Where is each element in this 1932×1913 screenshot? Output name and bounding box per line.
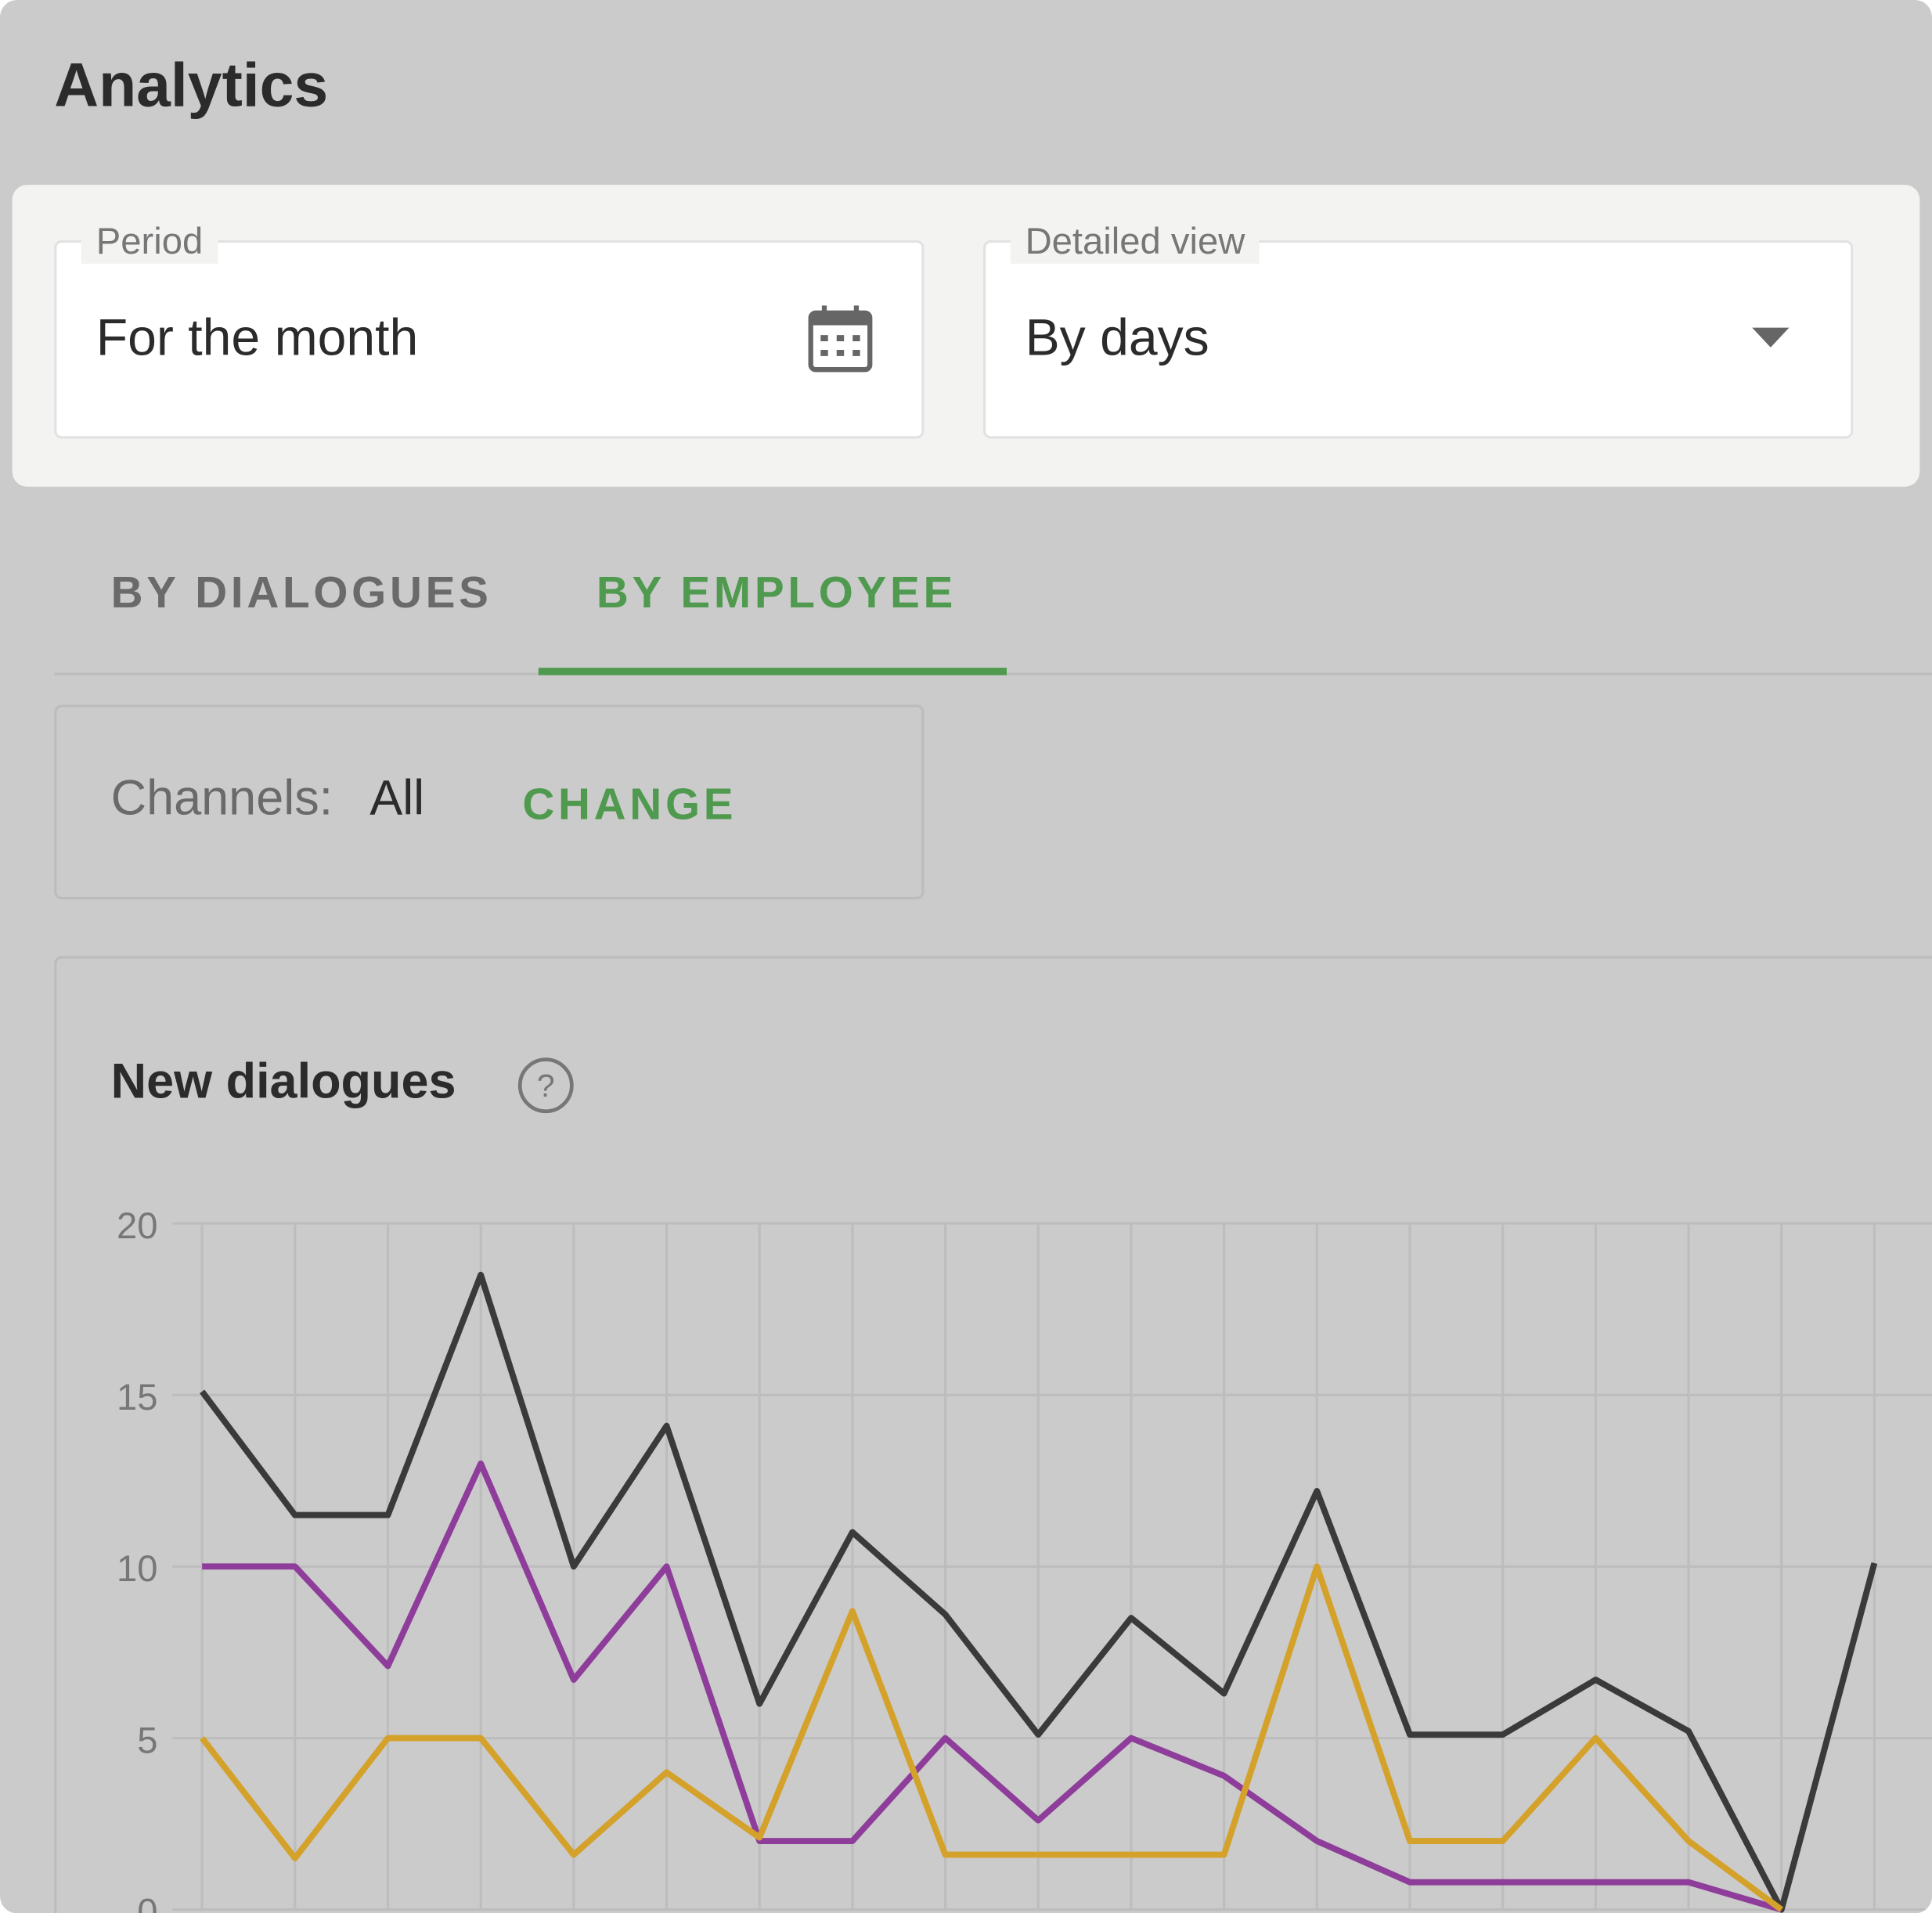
y-tick-label: 20 [117,1205,158,1247]
channels-card [54,704,925,900]
field-value: For the month [96,308,419,366]
tab-indicator [538,668,1007,675]
series-line [202,1460,1782,1913]
field-label: Period [81,222,218,264]
svg-text:?: ? [537,1068,555,1104]
y-tick-label: 5 [137,1720,157,1761]
chart-card [54,956,1932,1913]
change-button[interactable]: CHANGE [522,778,737,830]
calendar-icon[interactable] [806,303,877,374]
series-line [199,1271,1878,1913]
field-label: Detailed view [1010,222,1260,264]
help-icon[interactable]: ? [515,1054,577,1116]
dropdown-arrow[interactable] [1750,326,1792,350]
detailed-view-field[interactable] [983,240,1854,439]
y-tick-label: 0 [137,1892,157,1913]
channels-label: Channels: [110,771,333,826]
y-tick-label: 10 [117,1548,158,1590]
tab[interactable]: BY DIALOGUES [110,567,492,618]
field-value: By days [1025,308,1209,366]
period-field[interactable] [54,240,925,439]
series-line [200,1563,1784,1912]
tab-active[interactable]: BY EMPLOYEE [596,567,957,618]
chart-title: New dialogues [110,1054,456,1109]
y-tick-label: 15 [117,1377,158,1418]
page-title: Analytics [54,50,329,120]
line-chart: 0 5 10 15 20 [117,1205,1932,1913]
channels-value: All [369,771,425,826]
